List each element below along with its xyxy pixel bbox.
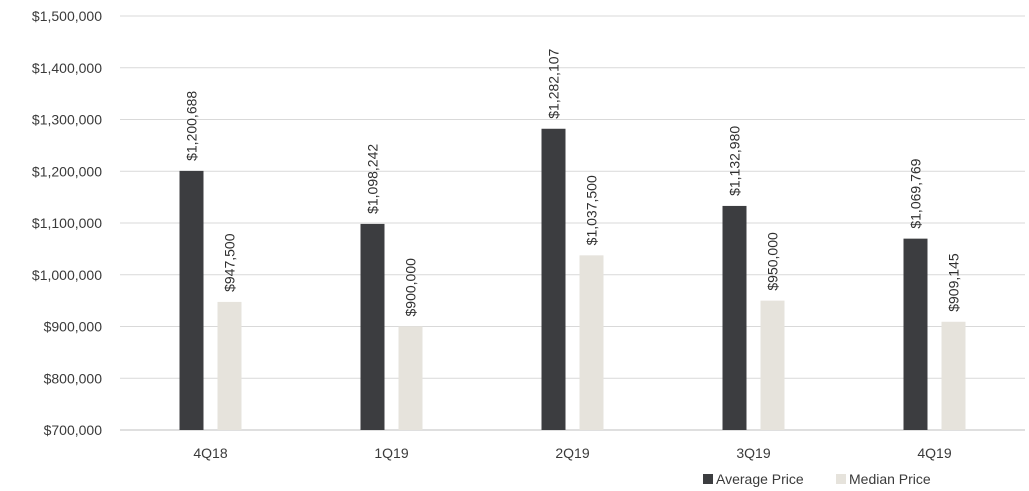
bars bbox=[179, 128, 966, 430]
x-tick-label: 1Q19 bbox=[374, 445, 408, 461]
x-axis: 4Q18 1Q19 2Q19 3Q19 4Q19 bbox=[193, 445, 951, 461]
bar-average-price-1Q19 bbox=[360, 223, 385, 430]
bar-median-price-1Q19 bbox=[398, 326, 423, 430]
y-tick-label: $1,400,000 bbox=[32, 60, 102, 76]
legend: Average Price Median Price bbox=[703, 471, 931, 487]
y-tick-label: $1,500,000 bbox=[32, 8, 102, 24]
bar-average-price-2Q19 bbox=[541, 128, 566, 430]
y-tick-label: $1,300,000 bbox=[32, 112, 102, 128]
data-label: $1,069,769 bbox=[908, 158, 924, 228]
y-tick-label: $800,000 bbox=[44, 370, 103, 386]
x-tick-label: 4Q19 bbox=[917, 445, 951, 461]
legend-swatch-average-price bbox=[703, 474, 713, 484]
bar-average-price-3Q19 bbox=[722, 205, 747, 430]
x-tick-label: 2Q19 bbox=[555, 445, 589, 461]
y-axis: $700,000 $800,000 $900,000 $1,000,000 $1,100… bbox=[32, 8, 102, 438]
bar-median-price-3Q19 bbox=[760, 300, 785, 430]
bar-median-price-2Q19 bbox=[579, 255, 604, 430]
data-label: $1,132,980 bbox=[727, 126, 743, 196]
y-tick-label: $1,100,000 bbox=[32, 215, 102, 231]
legend-label-median-price: Median Price bbox=[849, 471, 931, 487]
bar-average-price-4Q18 bbox=[179, 170, 204, 430]
x-tick-label: 3Q19 bbox=[736, 445, 770, 461]
x-tick-label: 4Q18 bbox=[193, 445, 227, 461]
data-label: $1,037,500 bbox=[584, 175, 600, 245]
y-tick-label: $1,000,000 bbox=[32, 267, 102, 283]
data-label: $950,000 bbox=[765, 232, 781, 291]
data-labels: $1,200,688 $947,500 $1,098,242 $900,000 $1,2… bbox=[184, 48, 962, 316]
y-tick-label: $700,000 bbox=[44, 422, 103, 438]
bar-median-price-4Q18 bbox=[217, 301, 242, 430]
data-label: $909,145 bbox=[946, 253, 962, 312]
data-label: $1,282,107 bbox=[546, 48, 562, 118]
bar-average-price-4Q19 bbox=[903, 238, 928, 430]
bar-median-price-4Q19 bbox=[941, 321, 966, 430]
data-label: $1,200,688 bbox=[184, 91, 200, 161]
data-label: $1,098,242 bbox=[365, 144, 381, 214]
legend-label-average-price: Average Price bbox=[716, 471, 804, 487]
y-tick-label: $900,000 bbox=[44, 319, 103, 335]
y-tick-label: $1,200,000 bbox=[32, 163, 102, 179]
gridlines bbox=[120, 15, 1025, 431]
data-label: $900,000 bbox=[403, 258, 419, 317]
legend-swatch-median-price bbox=[836, 474, 846, 484]
data-label: $947,500 bbox=[222, 233, 238, 292]
